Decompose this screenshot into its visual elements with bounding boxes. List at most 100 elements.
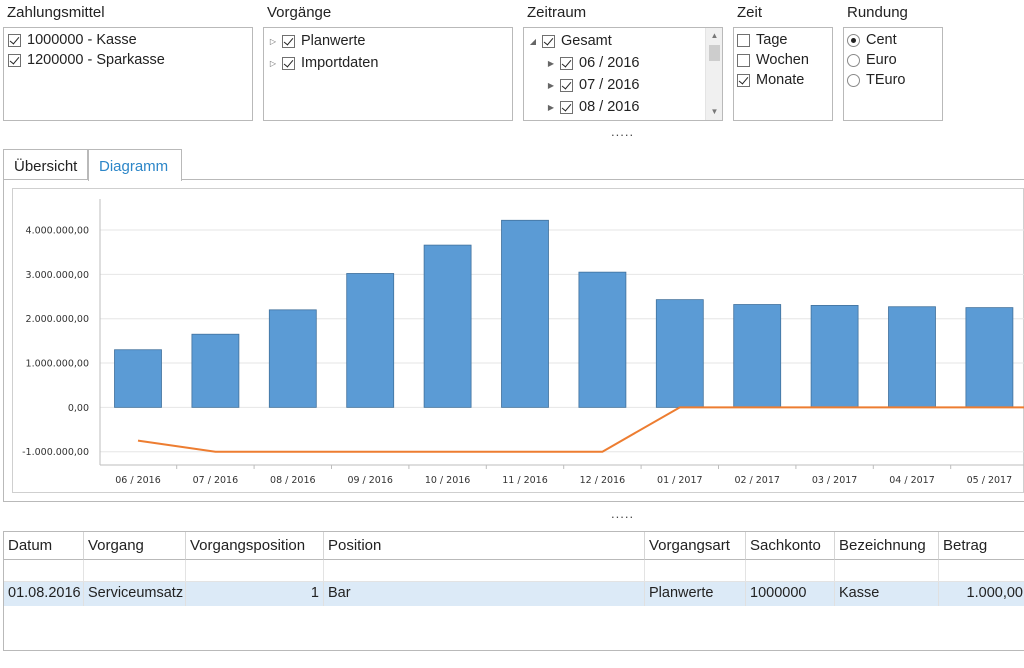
scroll-up-icon[interactable]: ▲ [710, 31, 719, 40]
expand-arrow-icon[interactable]: ▷ [269, 58, 277, 68]
y-tick-label: 2.000.000,00 [26, 314, 89, 325]
radio-button[interactable] [847, 33, 860, 47]
checkbox[interactable] [737, 53, 750, 67]
x-tick-label: 03 / 2017 [812, 475, 858, 486]
vorgaenge-item[interactable]: ▷ Importdaten [268, 53, 378, 73]
zahlungsmittel-item[interactable]: 1200000 - Sparkasse [8, 50, 165, 70]
table-row-clipped [8, 606, 1018, 613]
zeitraum-root[interactable]: ◢ Gesamt [528, 31, 612, 51]
filter-cell[interactable] [835, 560, 939, 582]
y-tick-label: 4.000.000,00 [26, 226, 89, 237]
zeit-label: Tage [756, 32, 788, 48]
column-header-vorgangsposition[interactable]: Vorgangsposition [186, 532, 324, 560]
chart-bar [501, 219, 549, 408]
zeitraum-item[interactable]: ▶ 07 / 2016 [546, 75, 640, 95]
chart-bar [191, 333, 240, 408]
x-tick-label: 01 / 2017 [657, 475, 703, 486]
filter-cell[interactable] [645, 560, 746, 582]
chart-line-series [137, 406, 1024, 453]
scroll-thumb[interactable] [709, 45, 720, 61]
rundung-title: Rundung [847, 4, 908, 21]
y-tick-label: 3.000.000,00 [26, 270, 89, 281]
filter-cell[interactable] [746, 560, 835, 582]
rundung-item[interactable]: Euro [847, 50, 897, 70]
zeitraum-item[interactable]: ▶ 06 / 2016 [546, 53, 640, 73]
x-tick-label: 10 / 2016 [425, 475, 471, 486]
chart-bar [268, 309, 317, 408]
y-tick-label: -1.000.000,00 [22, 447, 89, 458]
filter-cell[interactable] [939, 560, 1024, 582]
expand-arrow-icon[interactable]: ▶ [547, 58, 555, 68]
zeitraum-label: 06 / 2016 [579, 55, 640, 71]
vorgaenge-tree[interactable]: ▷ Planwerte ▷ Importdaten [263, 27, 513, 121]
checkbox[interactable] [282, 34, 295, 48]
vorgaenge-item[interactable]: ▷ Planwerte [268, 31, 366, 51]
rundung-item[interactable]: TEuro [847, 70, 906, 90]
filter-cell[interactable] [84, 560, 186, 582]
cell-vorgangsposition[interactable]: 1 [186, 582, 324, 606]
expand-arrow-icon[interactable]: ▷ [269, 36, 277, 46]
checkbox[interactable] [8, 33, 21, 47]
zeitraum-title: Zeitraum [527, 4, 587, 21]
x-tick-label: 12 / 2016 [580, 475, 626, 486]
filter-cell[interactable] [186, 560, 324, 582]
rundung-options[interactable]: Cent Euro TEuro [843, 27, 943, 121]
rundung-label: Euro [866, 52, 897, 68]
zeit-item[interactable]: Monate [737, 70, 804, 90]
chart-area: -1.000.000,00 0,00 1.000.000,00 2.000.000,0… [12, 188, 1024, 493]
x-tick-label: 04 / 2017 [889, 475, 935, 486]
y-tick-label: 1.000.000,00 [26, 359, 89, 370]
filter-cell[interactable] [4, 560, 84, 582]
column-header-bezeichnung[interactable]: Bezeichnung [835, 532, 939, 560]
filter-cell[interactable] [324, 560, 645, 582]
column-header-datum[interactable]: Datum [4, 532, 84, 560]
cell-datum[interactable]: 01.08.2016 [4, 582, 84, 606]
data-grid[interactable]: Datum Vorgang Vorgangsposition Position … [3, 531, 1024, 651]
expand-arrow-icon[interactable]: ▶ [547, 102, 555, 112]
x-tick-label: 07 / 2016 [193, 475, 239, 486]
zeitraum-item[interactable]: ▶ 08 / 2016 [546, 97, 640, 117]
cell-position[interactable]: Bar [324, 582, 645, 606]
checkbox[interactable] [560, 78, 573, 92]
zahlungsmittel-list[interactable]: 1000000 - Kasse 1200000 - Sparkasse [3, 27, 253, 121]
x-tick-label: 11 / 2016 [502, 475, 548, 486]
scroll-down-icon[interactable]: ▼ [710, 107, 719, 116]
cell-bezeichnung[interactable]: Kasse [835, 582, 939, 606]
radio-button[interactable] [847, 53, 860, 67]
checkbox[interactable] [560, 100, 573, 114]
zeit-item[interactable]: Wochen [737, 50, 809, 70]
checkbox[interactable] [560, 56, 573, 70]
column-header-sachkonto[interactable]: Sachkonto [746, 532, 835, 560]
chart-bar [810, 305, 859, 408]
x-tick-label: 05 / 2017 [967, 475, 1013, 486]
column-header-vorgangsart[interactable]: Vorgangsart [645, 532, 746, 560]
checkbox[interactable] [282, 56, 295, 70]
splitter-handle-bottom[interactable]: ..... [611, 506, 635, 521]
radio-button[interactable] [847, 73, 860, 87]
rundung-label: Cent [866, 32, 897, 48]
zahlungsmittel-item[interactable]: 1000000 - Kasse [8, 30, 137, 50]
cell-vorgang[interactable]: Serviceumsatz [84, 582, 186, 606]
checkbox[interactable] [8, 53, 21, 67]
cell-vorgangsart[interactable]: Planwerte [645, 582, 746, 606]
tab-uebersicht[interactable]: Übersicht [3, 149, 88, 180]
rundung-item[interactable]: Cent [847, 30, 897, 50]
checkbox[interactable] [737, 73, 750, 87]
zeit-options[interactable]: Tage Wochen Monate [733, 27, 833, 121]
x-tick-label: 06 / 2016 [115, 475, 161, 486]
zeitraum-tree[interactable]: ◢ Gesamt ▶ 06 / 2016 ▶ 07 / 2016 ▶ 08 / … [523, 27, 723, 121]
checkbox[interactable] [737, 33, 750, 47]
cell-betrag[interactable]: 1.000,00 [939, 582, 1024, 606]
collapse-arrow-icon[interactable]: ◢ [529, 36, 537, 46]
tab-diagramm[interactable]: Diagramm [88, 149, 182, 181]
chart-bar [423, 244, 472, 408]
expand-arrow-icon[interactable]: ▶ [547, 80, 555, 90]
cell-sachkonto[interactable]: 1000000 [746, 582, 835, 606]
column-header-betrag[interactable]: Betrag [939, 532, 1024, 560]
column-header-position[interactable]: Position [324, 532, 645, 560]
zeitraum-scrollbar[interactable]: ▲ ▼ [705, 28, 722, 120]
zeit-item[interactable]: Tage [737, 30, 787, 50]
checkbox[interactable] [542, 34, 555, 48]
column-header-vorgang[interactable]: Vorgang [84, 532, 186, 560]
splitter-handle-top[interactable]: ..... [611, 124, 635, 139]
